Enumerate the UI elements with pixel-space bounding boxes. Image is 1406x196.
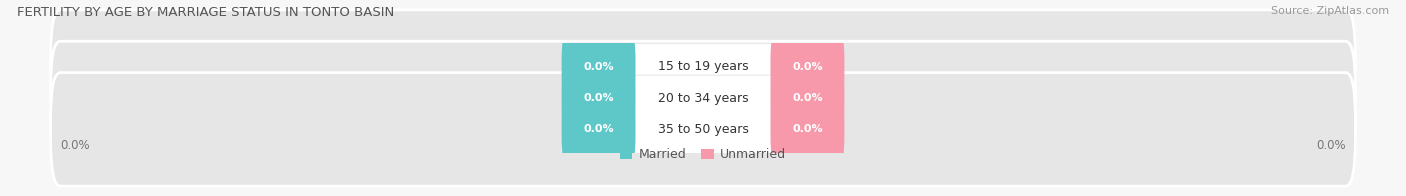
FancyBboxPatch shape	[623, 44, 783, 152]
FancyBboxPatch shape	[51, 73, 1355, 186]
FancyBboxPatch shape	[770, 60, 845, 136]
Text: 0.0%: 0.0%	[792, 62, 823, 72]
FancyBboxPatch shape	[561, 60, 636, 136]
Text: Source: ZipAtlas.com: Source: ZipAtlas.com	[1271, 6, 1389, 16]
FancyBboxPatch shape	[623, 12, 783, 121]
FancyBboxPatch shape	[561, 91, 636, 167]
Text: 0.0%: 0.0%	[792, 93, 823, 103]
FancyBboxPatch shape	[770, 29, 845, 105]
Text: 0.0%: 0.0%	[1316, 139, 1346, 152]
Text: 0.0%: 0.0%	[583, 62, 614, 72]
FancyBboxPatch shape	[561, 29, 636, 105]
FancyBboxPatch shape	[770, 91, 845, 167]
Text: 0.0%: 0.0%	[583, 93, 614, 103]
Legend: Married, Unmarried: Married, Unmarried	[614, 143, 792, 166]
Text: 0.0%: 0.0%	[60, 139, 90, 152]
FancyBboxPatch shape	[51, 41, 1355, 155]
FancyBboxPatch shape	[623, 75, 783, 184]
Text: 20 to 34 years: 20 to 34 years	[658, 92, 748, 104]
Text: 0.0%: 0.0%	[792, 124, 823, 134]
FancyBboxPatch shape	[51, 10, 1355, 123]
Text: 35 to 50 years: 35 to 50 years	[658, 123, 748, 136]
Text: 0.0%: 0.0%	[583, 124, 614, 134]
Text: FERTILITY BY AGE BY MARRIAGE STATUS IN TONTO BASIN: FERTILITY BY AGE BY MARRIAGE STATUS IN T…	[17, 6, 394, 19]
Text: 15 to 19 years: 15 to 19 years	[658, 60, 748, 73]
